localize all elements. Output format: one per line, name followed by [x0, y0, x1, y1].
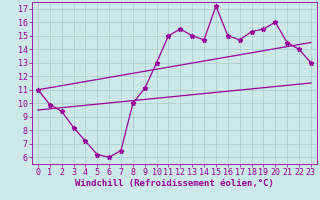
X-axis label: Windchill (Refroidissement éolien,°C): Windchill (Refroidissement éolien,°C): [75, 179, 274, 188]
